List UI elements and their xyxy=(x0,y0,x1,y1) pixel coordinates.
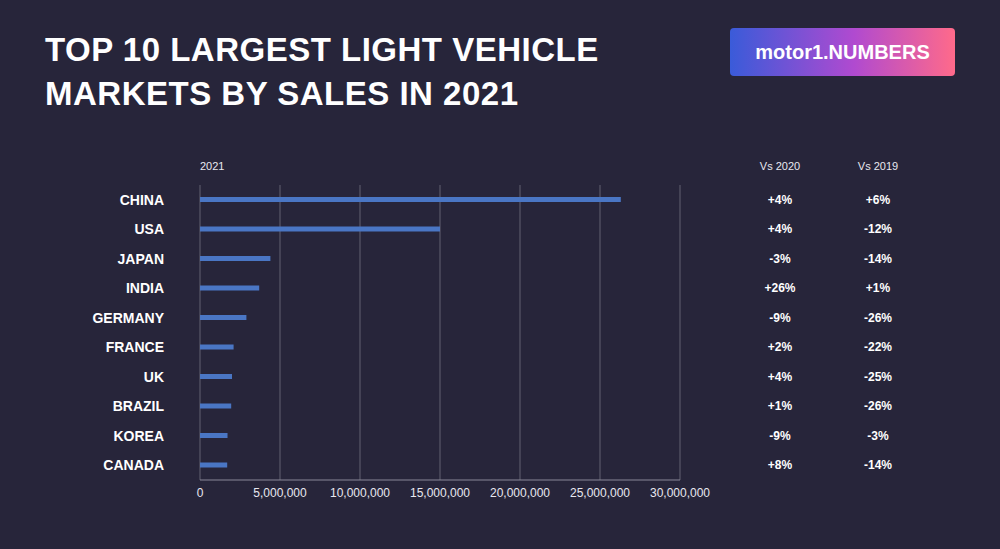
svg-text:5,000,000: 5,000,000 xyxy=(253,486,307,500)
html-text:TOP 10 LARGEST LIGHT VEHICLE M: TOP 10 LARGEST LIGHT VEHICLE MARKETS BY … xyxy=(45,31,599,112)
html-text:+4%: +4% xyxy=(767,369,793,384)
svg-text:CANADA: CANADA xyxy=(103,457,164,473)
html-text:Vs 2020: Vs 2020 xyxy=(759,160,801,172)
html-text:motor1.NUMBERS: motor1.NUMBERS xyxy=(755,40,930,63)
html-text:-3%: -3% xyxy=(867,428,889,443)
html-text:+26%: +26% xyxy=(764,281,796,296)
svg-text:GERMANY: GERMANY xyxy=(92,310,164,326)
html-text:+1%: +1% xyxy=(865,281,891,296)
svg-text:20,000,000: 20,000,000 xyxy=(490,486,550,500)
svg-text:10,000,000: 10,000,000 xyxy=(330,486,390,500)
html-text:-14%: -14% xyxy=(864,251,892,266)
html-text:+1%: +1% xyxy=(767,399,793,414)
svg-text:INDIA: INDIA xyxy=(126,280,164,296)
svg-text:BRAZIL: BRAZIL xyxy=(113,398,165,414)
html-text:+4%: +4% xyxy=(767,222,793,237)
html-text:-9%: -9% xyxy=(769,428,791,443)
html-text:+4%: +4% xyxy=(767,192,793,207)
svg-text:JAPAN: JAPAN xyxy=(118,251,164,267)
html-text:-3%: -3% xyxy=(769,251,791,266)
html-text:-26%: -26% xyxy=(864,310,892,325)
html-text:Vs 2019: Vs 2019 xyxy=(857,160,899,172)
html-text:+6%: +6% xyxy=(865,192,891,207)
svg-text:KOREA: KOREA xyxy=(113,428,164,444)
html-text:-14%: -14% xyxy=(864,458,892,473)
svg-text:25,000,000: 25,000,000 xyxy=(570,486,630,500)
html-text:-12%: -12% xyxy=(864,222,892,237)
svg-text:15,000,000: 15,000,000 xyxy=(410,486,470,500)
svg-text:30,000,000: 30,000,000 xyxy=(650,486,710,500)
html-text:+2%: +2% xyxy=(767,340,793,355)
html-text:-9%: -9% xyxy=(769,310,791,325)
svg-text:FRANCE: FRANCE xyxy=(106,339,164,355)
html-text:2021: 2021 xyxy=(200,160,225,172)
svg-text:UK: UK xyxy=(144,369,164,385)
svg-text:CHINA: CHINA xyxy=(120,192,164,208)
html-text:+8%: +8% xyxy=(767,458,793,473)
html-text:-26%: -26% xyxy=(864,399,892,414)
html-text:-22%: -22% xyxy=(864,340,892,355)
svg-text:0: 0 xyxy=(197,486,204,500)
svg-text:USA: USA xyxy=(134,221,164,237)
html-text:-25%: -25% xyxy=(864,369,892,384)
